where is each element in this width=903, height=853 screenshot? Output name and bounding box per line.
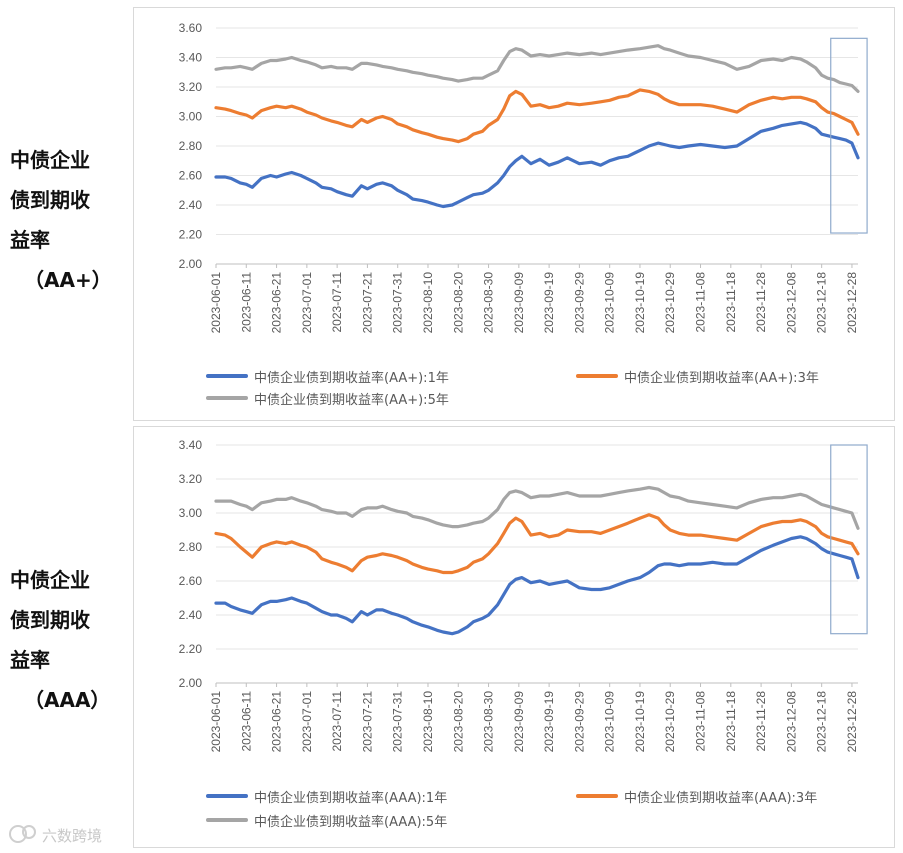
legend-label: 中债企业债到期收益率(AA+):5年 [254, 393, 449, 408]
x-tick-label: 2023-12-08 [784, 691, 798, 753]
x-tick-label: 2023-07-11 [330, 691, 344, 752]
watermark-logo-icon [9, 825, 36, 843]
watermark-text: 六数跨境 [42, 827, 103, 845]
x-tick-label: 2023-10-09 [603, 691, 617, 753]
x-tick-label: 2023-07-21 [360, 272, 374, 334]
x-tick-label: 2023-11-18 [724, 691, 738, 752]
legend-swatch [206, 396, 248, 400]
legend-swatch [576, 374, 618, 378]
x-tick-label: 2023-08-30 [482, 691, 496, 753]
x-tick-label: 2023-07-31 [391, 272, 405, 334]
x-tick-label: 2023-06-21 [270, 691, 284, 753]
y-tick-label: 2.00 [179, 676, 203, 690]
y-tick-label: 3.20 [179, 80, 203, 94]
side-label-line: 债到期收 [10, 608, 90, 632]
y-tick-label: 2.60 [179, 169, 203, 183]
highlight-box [830, 37, 868, 234]
side-label-aaa: 中债企业 债到期收 益率 （AAA） [0, 560, 128, 720]
y-tick-label: 2.40 [179, 198, 203, 212]
y-tick-label: 3.60 [179, 21, 203, 35]
x-tick-label: 2023-06-11 [239, 691, 253, 752]
side-label-line: 中债企业 [10, 148, 90, 172]
x-tick-label: 2023-07-01 [300, 691, 314, 753]
x-tick-label: 2023-10-29 [663, 691, 677, 753]
series-line-1y [214, 535, 860, 636]
x-tick-label: 2023-11-28 [754, 691, 768, 752]
side-label-rating: （AAA） [24, 688, 111, 712]
x-tick-label: 2023-09-19 [542, 691, 556, 753]
x-tick-label: 2023-12-18 [815, 691, 829, 753]
x-tick-label: 2023-07-01 [300, 272, 314, 334]
x-tick-label: 2023-07-11 [330, 272, 344, 333]
series-line-5y [214, 44, 860, 94]
legend-swatch [206, 818, 248, 822]
series-line-1y [214, 120, 860, 209]
line-chart-aa-plus: 2.00 2.20 2.40 2.60 2.80 3.00 3.20 3.40 3.60 2023… [179, 21, 868, 334]
chart-panel-aa-plus: 2.00 2.20 2.40 2.60 2.80 3.00 3.20 3.40 3.60 2023… [133, 7, 895, 421]
x-tick-label: 2023-06-21 [270, 272, 284, 334]
x-tick-label: 2023-09-29 [572, 272, 586, 334]
legend-swatch [576, 794, 618, 798]
side-label-line: 债到期收 [10, 188, 90, 212]
x-tick-label: 2023-10-19 [633, 272, 647, 334]
x-tick-label: 2023-12-28 [845, 691, 859, 753]
x-tick-label: 2023-11-28 [754, 272, 768, 333]
x-tick-label: 2023-12-28 [845, 272, 859, 334]
x-tick-label: 2023-09-29 [572, 691, 586, 753]
y-tick-label: 2.00 [179, 257, 203, 271]
x-tick-label: 2023-09-09 [512, 272, 526, 334]
highlight-box [830, 444, 868, 635]
x-tick-label: 2023-08-20 [451, 272, 465, 334]
x-tick-label: 2023-09-19 [542, 272, 556, 334]
x-tick-label: 2023-08-10 [421, 272, 435, 334]
y-tick-label: 2.60 [179, 574, 203, 588]
x-tick-label: 2023-12-08 [784, 272, 798, 334]
legend-swatch [206, 374, 248, 378]
x-tick-label: 2023-11-08 [694, 691, 708, 752]
x-tick-label: 2023-10-09 [603, 272, 617, 334]
legend-label: 中债企业债到期收益率(AA+):1年 [254, 371, 449, 386]
x-tick-label: 2023-10-19 [633, 691, 647, 753]
x-tick-label: 2023-06-01 [209, 691, 223, 753]
y-tick-label: 2.20 [179, 228, 203, 242]
x-tick-label: 2023-08-20 [451, 691, 465, 753]
y-tick-label: 2.40 [179, 608, 203, 622]
x-tick-label: 2023-06-11 [239, 272, 253, 333]
legend-label: 中债企业债到期收益率(AAA):1年 [254, 791, 448, 806]
x-tick-label: 2023-11-18 [724, 272, 738, 333]
x-tick-label: 2023-06-01 [209, 272, 223, 334]
y-tick-label: 3.40 [179, 51, 203, 65]
line-chart-aaa: 2.00 2.20 2.40 2.60 2.80 3.00 3.20 3.40 2023-06-… [179, 438, 868, 753]
side-label-line: 益率 [10, 648, 50, 672]
y-tick-label: 3.00 [179, 506, 203, 520]
y-tick-label: 3.20 [179, 472, 203, 486]
side-label-aa-plus: 中债企业 债到期收 益率 （AA+） [0, 140, 128, 300]
x-tick-label: 2023-08-30 [482, 272, 496, 334]
side-label-line: 中债企业 [10, 568, 90, 592]
x-tick-label: 2023-07-31 [391, 691, 405, 753]
x-tick-label: 2023-10-29 [663, 272, 677, 334]
x-tick-label: 2023-08-10 [421, 691, 435, 753]
legend-label: 中债企业债到期收益率(AAA):5年 [254, 815, 448, 830]
legend-label: 中债企业债到期收益率(AA+):3年 [624, 371, 819, 386]
x-tick-label: 2023-07-21 [360, 691, 374, 753]
x-tick-label: 2023-09-09 [512, 691, 526, 753]
legend-label: 中债企业债到期收益率(AAA):3年 [624, 791, 818, 806]
y-tick-label: 2.20 [179, 642, 203, 656]
y-tick-label: 2.80 [179, 540, 203, 554]
series-line-3y [214, 88, 860, 144]
y-tick-label: 3.00 [179, 110, 203, 124]
x-tick-label: 2023-12-18 [815, 272, 829, 334]
side-label-line: 益率 [10, 228, 50, 252]
chart-panel-aaa: 2.00 2.20 2.40 2.60 2.80 3.00 3.20 3.40 2023-06-… [133, 426, 895, 848]
side-label-rating: （AA+） [24, 268, 112, 292]
y-tick-label: 3.40 [179, 438, 203, 452]
x-tick-label: 2023-11-08 [694, 272, 708, 333]
series-line-5y [214, 485, 860, 530]
series-line-3y [214, 513, 860, 575]
y-tick-label: 2.80 [179, 139, 203, 153]
legend-swatch [206, 794, 248, 798]
